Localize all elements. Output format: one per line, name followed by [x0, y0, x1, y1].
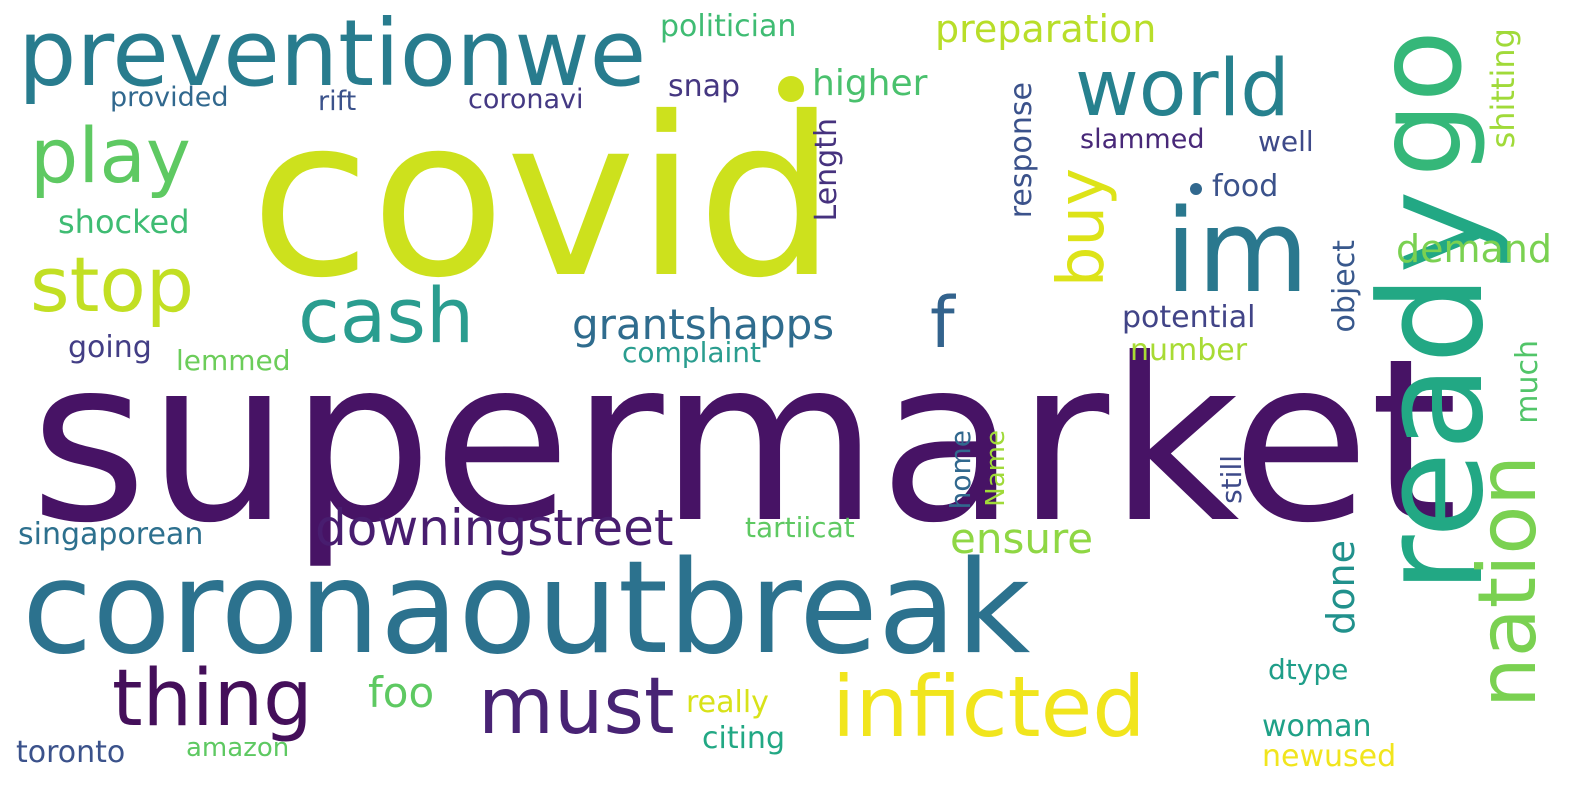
- word-home: home: [944, 430, 977, 510]
- word-woman: woman: [1262, 709, 1372, 744]
- word-shitting: shitting: [1484, 28, 1522, 149]
- word-dtype: dtype: [1268, 653, 1349, 686]
- dot-mark: [1190, 183, 1202, 195]
- word-play: play: [30, 111, 191, 200]
- word-singaporean: singaporean: [18, 517, 204, 552]
- word-provided: provided: [110, 82, 229, 113]
- word-preparation: preparation: [935, 7, 1157, 51]
- word-must: must: [478, 662, 675, 752]
- word-much: much: [1510, 340, 1545, 424]
- word-foo: foo: [368, 668, 435, 717]
- word-really: really: [686, 685, 769, 720]
- word-covid: covid: [250, 70, 837, 326]
- word-snap: snap: [668, 69, 741, 104]
- word-potential: potential: [1122, 300, 1256, 335]
- word-grantshapps: grantshapps: [572, 300, 835, 349]
- word-number: number: [1130, 333, 1248, 368]
- word-response: response: [1004, 82, 1039, 219]
- word-preventionwe: preventionwe: [18, 0, 647, 107]
- word-supermarket: supermarket: [30, 311, 1459, 573]
- word-cash: cash: [298, 271, 475, 360]
- word-amazon: amazon: [186, 733, 290, 763]
- word-demand: demand: [1396, 227, 1553, 271]
- word-thing: thing: [112, 654, 313, 744]
- word-coronaoutbreak: coronaoutbreak: [22, 534, 1031, 683]
- word-shocked: shocked: [58, 203, 190, 241]
- word-complaint: complaint: [622, 336, 762, 369]
- word-higher: higher: [812, 63, 928, 104]
- word-coronavi: coronavi: [468, 84, 584, 115]
- word-Length: Length: [809, 118, 844, 222]
- word-politician: politician: [660, 9, 797, 44]
- word-well: well: [1258, 125, 1314, 158]
- word-tartiicat: tartiicat: [745, 511, 855, 544]
- word-toronto: toronto: [16, 735, 126, 770]
- word-Name: Name: [981, 430, 1011, 507]
- word-inficted: inficted: [832, 658, 1146, 756]
- word-citing: citing: [702, 721, 785, 756]
- word-newused: newused: [1262, 739, 1397, 774]
- word-slammed: slammed: [1080, 124, 1205, 155]
- word-ensure: ensure: [950, 514, 1094, 563]
- word-im: im: [1165, 185, 1309, 319]
- word-f: f: [930, 282, 955, 364]
- word-go: go: [1350, 30, 1488, 178]
- word-nation: nation: [1461, 455, 1554, 708]
- dot-mark: [778, 76, 804, 102]
- word-still: still: [1215, 455, 1248, 504]
- word-rift: rift: [318, 86, 357, 117]
- word-done: done: [1319, 540, 1363, 635]
- word-object: object: [1327, 240, 1362, 333]
- word-going: going: [68, 330, 152, 365]
- word-lemmed: lemmed: [176, 344, 291, 377]
- word-world: world: [1075, 44, 1290, 134]
- word-food: food: [1212, 169, 1279, 204]
- word-stop: stop: [30, 240, 195, 329]
- word-buy: buy: [1045, 168, 1119, 288]
- word-downingstreet: downingstreet: [315, 499, 674, 557]
